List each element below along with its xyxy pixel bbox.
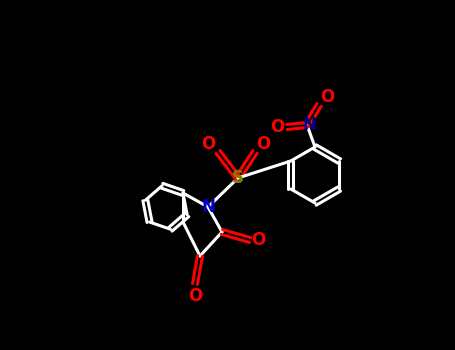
Text: O: O xyxy=(256,135,270,153)
Text: O: O xyxy=(188,287,202,305)
Text: O: O xyxy=(320,88,334,106)
Text: S: S xyxy=(232,169,244,187)
Text: N: N xyxy=(302,116,316,134)
Text: N: N xyxy=(201,198,215,216)
Text: O: O xyxy=(251,231,265,249)
Text: O: O xyxy=(270,118,284,136)
Text: O: O xyxy=(201,135,215,153)
